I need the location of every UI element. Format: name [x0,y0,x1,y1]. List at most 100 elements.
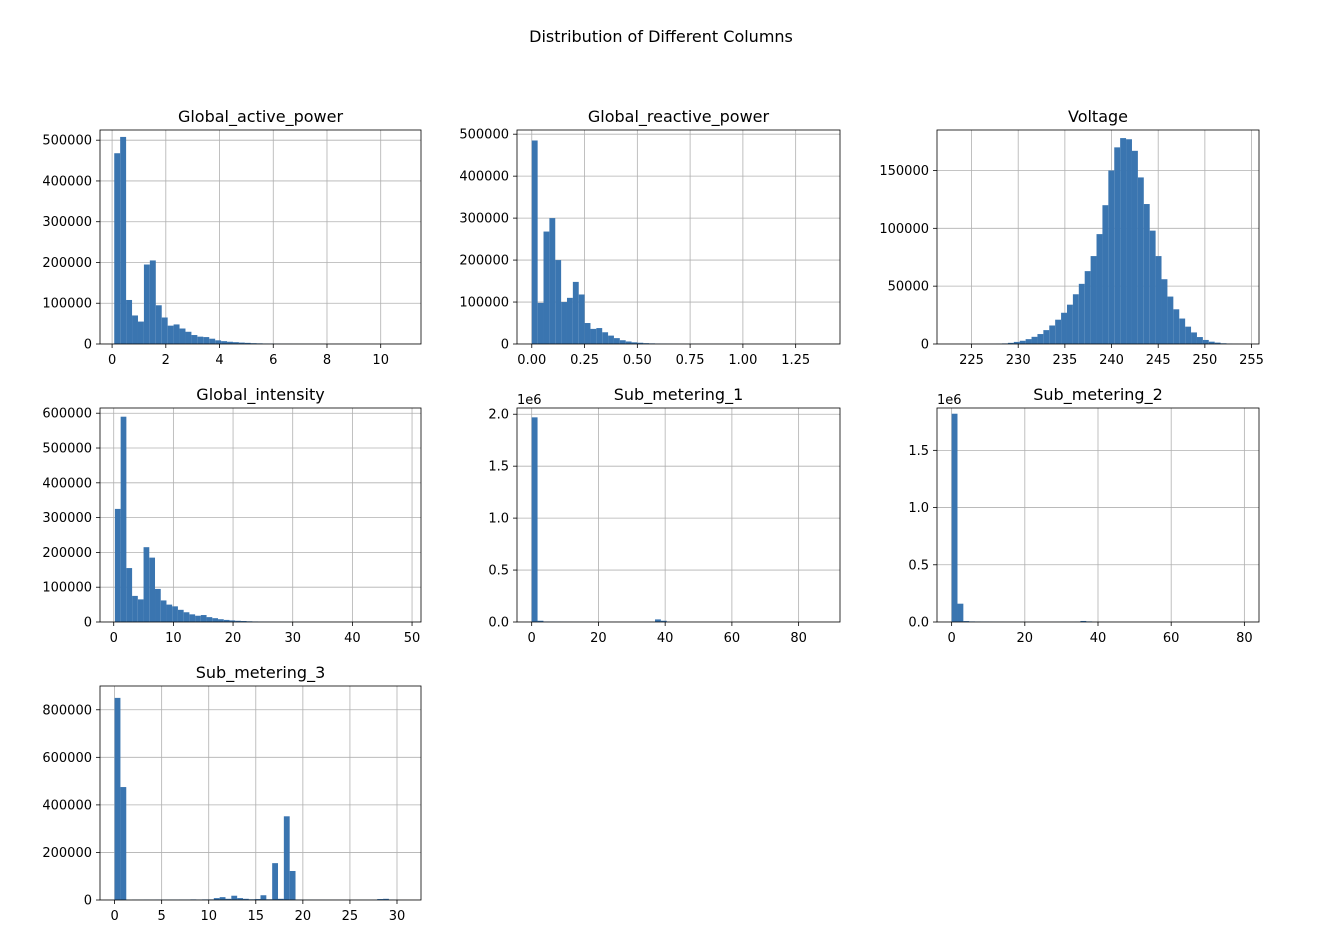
x-tick-label: 0 [528,631,536,646]
x-tick-label: 60 [1163,631,1180,646]
x-tick-label: 0.50 [623,353,652,368]
histogram-bar [189,614,196,622]
y-offset-label: 1e6 [937,393,962,408]
y-tick-label: 400000 [42,174,92,189]
axes-frame [99,129,422,345]
histogram-bar [1066,304,1073,344]
histogram-bar [132,595,138,622]
x-tick-label: 2 [162,353,170,368]
histogram-bar [167,325,174,344]
histogram-bar [155,305,162,344]
x-tick-label: 8 [323,353,331,368]
x-tick-label: 0.75 [676,353,705,368]
figure-title: Distribution of Different Columns [529,27,793,46]
histogram-bar [197,336,204,344]
bars [114,697,407,900]
histogram-global-intensity: 0 10 20 30 40 50 0 100000 200000 300000 400000 5000… [42,385,422,646]
x-tick-label: 15 [248,909,265,924]
x-tick-label: 20 [1017,631,1034,646]
histogram-bar [149,260,156,344]
histogram-bar [237,898,243,900]
grid-lines [100,130,421,344]
histogram-bar [149,557,156,622]
histogram-bar [1167,296,1174,344]
x-tick-label: 225 [959,353,984,368]
bars [531,140,826,344]
bars [114,136,412,344]
histogram-bar [1126,139,1132,344]
y-tick-label: 1.0 [488,512,509,527]
histogram-bar [637,342,644,344]
histogram-global-reactive-power: 0.00 0.25 0.50 0.75 1.00 1.25 0 100000 200000 300… [459,107,841,368]
histogram-bar [227,341,233,344]
y-tick-label: 400000 [459,170,509,185]
y-tick-label: 400000 [42,798,92,813]
histogram-bar [195,615,201,622]
histogram-bar [1143,204,1150,344]
histogram-bar [543,231,550,344]
y-tick-label: 200000 [42,846,92,861]
histogram-bar [166,604,173,622]
histogram-bar [206,617,213,622]
histogram-bar [1084,271,1091,344]
histogram-bar [126,299,133,344]
y-tick-label: 0 [84,338,92,353]
histogram-bar [537,302,544,344]
y-tick-label: 300000 [42,511,92,526]
y-tick-label: 0 [921,338,929,353]
x-tick-label: 80 [790,631,807,646]
histogram-bar [1155,256,1162,344]
histogram-bar [555,260,562,344]
histogram-bar [126,568,133,622]
x-tick-label: 245 [1146,353,1171,368]
histogram-bar [1031,336,1038,344]
histogram-bar [215,340,222,344]
histogram-bar [132,315,138,344]
histogram-bar [278,898,284,900]
subplot-title: Sub_metering_1 [614,385,744,405]
y-tick-label: 0.5 [908,558,929,573]
y-tick-label: 50000 [888,280,929,295]
y-tick-label: 1.0 [908,501,929,516]
y-tick-label: 2.0 [488,408,509,423]
histogram-bar [120,136,127,344]
histogram-bar [231,895,238,900]
x-tick-label: 4 [215,353,223,368]
x-tick-label: 40 [1090,631,1107,646]
x-tick-label: 20 [295,909,312,924]
y-tick-label: 0.5 [488,564,509,579]
histogram-bar [219,897,226,900]
histogram-bar [120,787,127,900]
x-tick-label: 5 [158,909,166,924]
histogram-bar [1061,312,1067,344]
y-tick-label: 150000 [879,164,929,179]
histogram-bar [602,332,609,344]
subplot-title: Voltage [1068,107,1128,126]
axes-frame [99,685,422,901]
histogram-bar [1019,340,1026,344]
x-tick-label: 235 [1052,353,1077,368]
x-tick-label: 230 [1006,353,1031,368]
axes-frame [99,407,422,623]
histogram-bar [549,218,556,344]
histogram-bar [254,899,261,900]
histogram-bar [1102,205,1109,344]
y-tick-label: 400000 [42,476,92,491]
histogram-bar [1072,294,1079,344]
histogram-bar [209,338,216,344]
x-tick-label: 10 [200,909,217,924]
histogram-bar [963,621,970,622]
histogram-bar [566,297,573,344]
histogram-bar [272,863,279,900]
histogram-bar [660,620,667,622]
histogram-bar [289,870,296,900]
y-tick-label: 300000 [42,215,92,230]
histogram-bar [957,603,964,622]
histogram-bar [191,335,198,344]
histogram-bar [531,140,538,344]
histogram-bar [1037,334,1044,344]
x-tick-label: 0 [110,631,118,646]
histogram-bar [244,342,251,344]
histogram-bar [114,697,121,900]
histogram-bar [1049,325,1056,344]
